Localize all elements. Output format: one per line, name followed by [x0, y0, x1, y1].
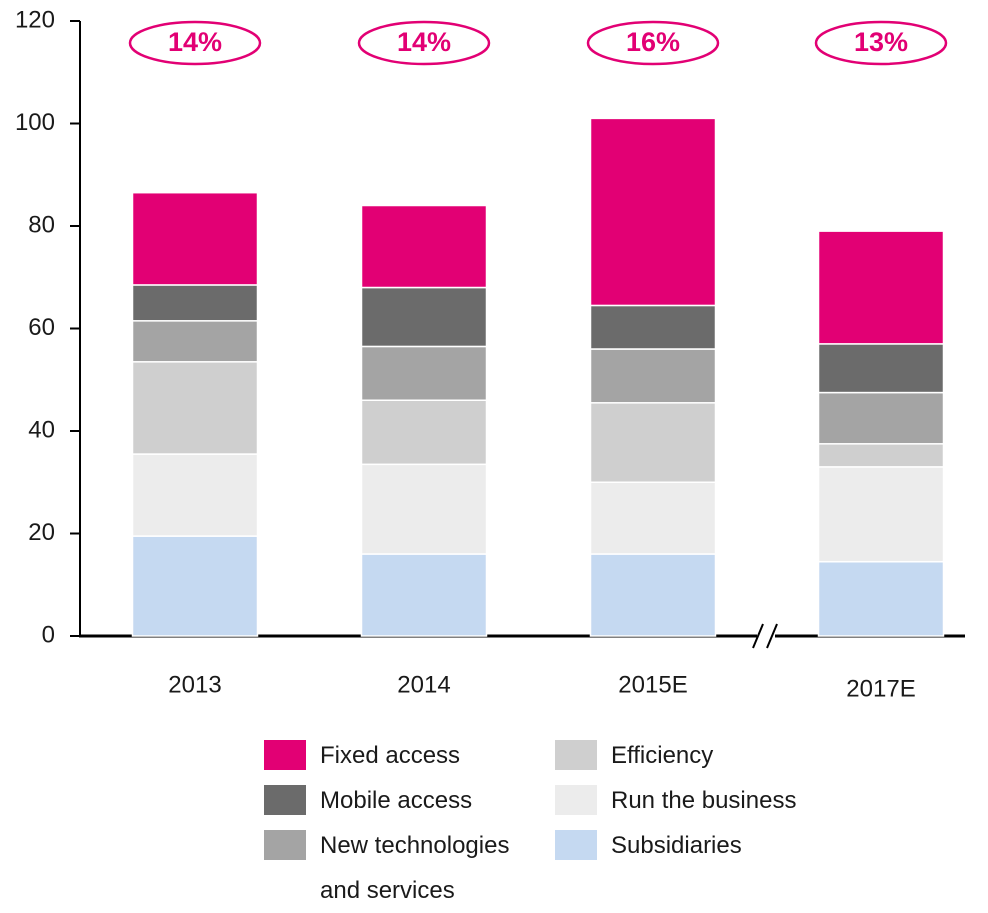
annotation: 16%	[626, 27, 680, 57]
bar-segment	[131, 535, 259, 637]
annotation-ellipse	[128, 20, 262, 66]
y-tick-label: 0	[42, 621, 55, 648]
bar-segment	[360, 553, 488, 637]
legend-swatch	[555, 785, 597, 815]
bar-segment	[131, 453, 259, 537]
y-tick-label: 100	[15, 109, 55, 136]
legend-swatch	[264, 785, 306, 815]
bar-segment	[360, 463, 488, 555]
bar-segment	[360, 286, 488, 348]
bar-segment	[589, 304, 717, 350]
axis-break	[766, 623, 778, 649]
legend-label: New technologies and services	[320, 832, 510, 904]
legend-label: Efficiency	[611, 742, 714, 769]
y-tick-label: 40	[28, 416, 55, 443]
legend-swatch	[555, 830, 597, 860]
legend-item: New technologies and services	[264, 823, 535, 913]
bar-segment	[360, 345, 488, 401]
annotation-ellipse	[586, 20, 720, 66]
bar-segment	[817, 230, 945, 345]
annotation-ellipse	[357, 20, 491, 66]
bar-segment	[589, 481, 717, 555]
annotation: 13%	[854, 27, 908, 57]
legend-label: Fixed access	[320, 742, 461, 769]
bar-segment	[817, 391, 945, 445]
bar-segment	[360, 204, 488, 289]
legend-item: Subsidiaries	[555, 823, 826, 868]
y-tick-label: 120	[15, 6, 55, 33]
bar-segment	[817, 443, 945, 468]
legend-label: Subsidiaries	[611, 832, 742, 859]
bar-segment	[131, 284, 259, 322]
legend-swatch	[264, 740, 306, 770]
bar-segment	[817, 343, 945, 394]
bar-segment	[360, 399, 488, 466]
legend-item: Fixed access	[264, 733, 535, 778]
bar-segment	[589, 348, 717, 404]
legend-swatch	[555, 740, 597, 770]
bar-segment	[589, 553, 717, 637]
bar-segment	[131, 191, 259, 286]
bar-segment	[817, 560, 945, 637]
bar-segment	[131, 361, 259, 455]
x-tick-label: 2015E	[618, 671, 687, 698]
y-tick-label: 60	[28, 314, 55, 341]
legend-item: Run the business	[555, 778, 826, 823]
annotation: 14%	[168, 27, 222, 57]
legend-swatch	[264, 830, 306, 860]
y-tick-label: 80	[28, 211, 55, 238]
annotation: 14%	[397, 27, 451, 57]
legend-label: Run the business	[611, 787, 797, 814]
legend-item: Efficiency	[555, 733, 826, 778]
axis-break	[752, 623, 764, 649]
bar-segment	[131, 320, 259, 363]
legend-label: Mobile access	[320, 787, 473, 814]
x-tick-label: 2014	[397, 671, 450, 698]
legend-item: Mobile access	[264, 778, 535, 823]
y-tick-label: 20	[28, 519, 55, 546]
annotation-ellipse	[814, 20, 948, 66]
x-tick-label: 2017E	[846, 675, 915, 702]
bar-segment	[589, 117, 717, 307]
bar-segment	[589, 402, 717, 483]
bar-segment	[817, 466, 945, 563]
x-tick-label: 2013	[168, 671, 221, 698]
